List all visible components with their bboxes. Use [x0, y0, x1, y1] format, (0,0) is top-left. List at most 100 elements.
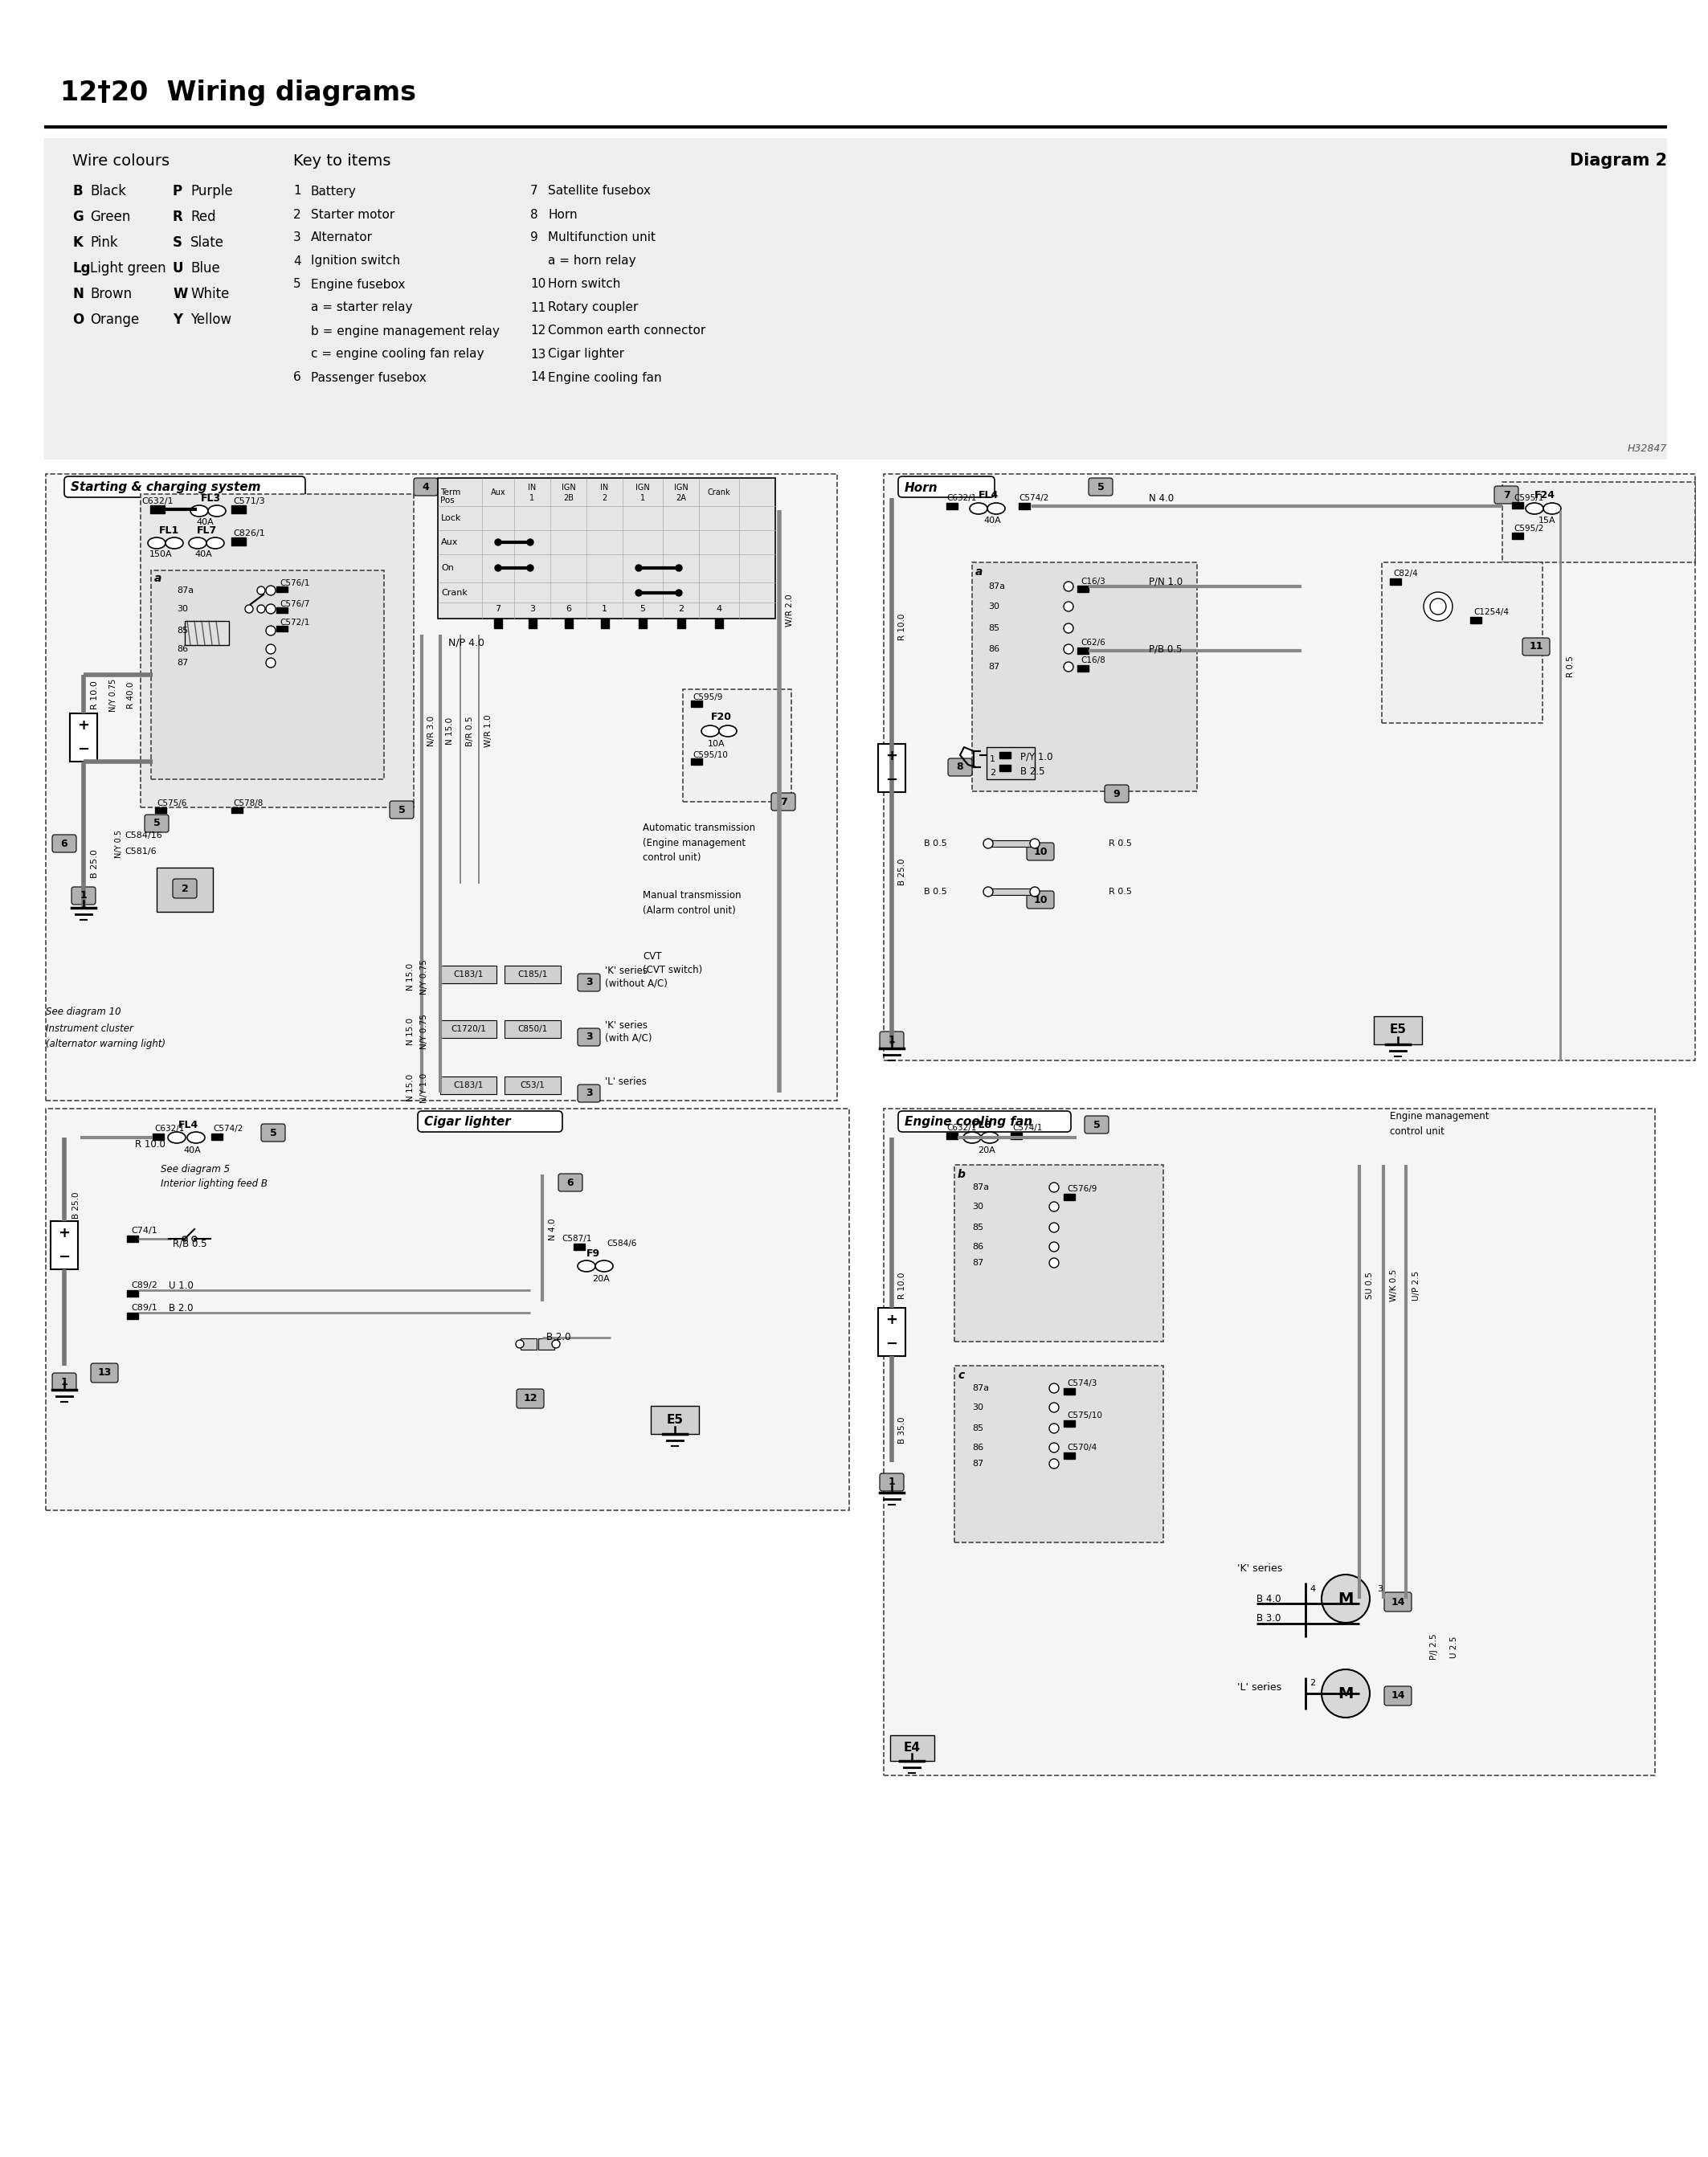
Text: 85: 85 — [989, 623, 999, 632]
Ellipse shape — [963, 1132, 980, 1143]
Text: 150A: 150A — [149, 550, 173, 559]
Text: Light green: Light green — [91, 261, 166, 276]
Bar — [1064, 1452, 1074, 1458]
Bar — [883, 475, 1694, 1061]
Bar — [955, 1165, 1163, 1342]
Text: 2A: 2A — [676, 494, 687, 503]
Circle shape — [1049, 1182, 1059, 1193]
Text: FL8: FL8 — [972, 1119, 992, 1130]
Bar — [878, 744, 905, 792]
Bar — [212, 1135, 222, 1139]
Text: Engine cooling fan: Engine cooling fan — [905, 1117, 1032, 1128]
Text: H32847: H32847 — [1628, 442, 1667, 453]
Circle shape — [1064, 602, 1073, 610]
Bar — [651, 1406, 699, 1434]
Text: Slate: Slate — [190, 235, 224, 250]
Text: 13: 13 — [529, 347, 547, 360]
Text: −: − — [58, 1251, 70, 1264]
Text: −: − — [77, 742, 89, 757]
Ellipse shape — [190, 505, 208, 516]
Text: 87: 87 — [176, 658, 188, 667]
Text: U: U — [173, 261, 183, 276]
Bar — [441, 966, 497, 984]
FancyBboxPatch shape — [418, 1111, 562, 1132]
FancyBboxPatch shape — [898, 1111, 1071, 1132]
Ellipse shape — [188, 1132, 205, 1143]
Text: FL4: FL4 — [979, 490, 999, 500]
Text: 85: 85 — [176, 628, 188, 634]
Text: −: − — [886, 1337, 898, 1350]
Text: 12: 12 — [529, 326, 545, 336]
Circle shape — [1049, 1383, 1059, 1393]
Text: C578/8: C578/8 — [232, 800, 263, 807]
Circle shape — [676, 589, 681, 595]
Text: U 2.5: U 2.5 — [1450, 1635, 1459, 1659]
Bar — [716, 619, 722, 628]
Ellipse shape — [208, 505, 225, 516]
Text: See diagram 5: See diagram 5 — [161, 1163, 231, 1173]
Text: (Engine management: (Engine management — [642, 839, 746, 848]
Text: See diagram 10: See diagram 10 — [46, 1007, 121, 1018]
FancyBboxPatch shape — [1088, 479, 1112, 496]
Text: E4: E4 — [904, 1743, 921, 1754]
Text: 8: 8 — [529, 209, 538, 220]
Text: B 25.0: B 25.0 — [72, 1191, 80, 1219]
Bar — [277, 626, 287, 632]
Bar — [140, 494, 413, 807]
Text: IGN: IGN — [562, 483, 576, 492]
Bar — [1382, 563, 1542, 723]
Text: B 25.0: B 25.0 — [898, 858, 907, 884]
Text: C570/4: C570/4 — [1068, 1443, 1097, 1452]
Text: On: On — [441, 563, 454, 572]
Text: Battery: Battery — [311, 186, 357, 196]
Text: P/B 0.5: P/B 0.5 — [1149, 645, 1182, 654]
Text: Satellite fusebox: Satellite fusebox — [548, 186, 651, 196]
Text: R 10.0: R 10.0 — [91, 679, 99, 710]
Text: Lock: Lock — [441, 513, 461, 522]
Bar — [441, 1020, 497, 1038]
FancyBboxPatch shape — [577, 973, 600, 992]
Text: 13: 13 — [97, 1368, 111, 1378]
FancyBboxPatch shape — [1494, 485, 1518, 505]
Text: 1: 1 — [640, 494, 646, 503]
Text: b = engine management relay: b = engine management relay — [311, 326, 500, 336]
Text: Rotary coupler: Rotary coupler — [548, 302, 639, 313]
Bar — [538, 1337, 555, 1350]
Text: C16/8: C16/8 — [1081, 656, 1105, 664]
Text: 1: 1 — [601, 604, 608, 613]
Bar — [946, 503, 958, 509]
Circle shape — [1049, 1201, 1059, 1212]
Text: 'K' series: 'K' series — [605, 1020, 647, 1031]
Text: C62/6: C62/6 — [1081, 638, 1105, 647]
Bar — [441, 1076, 497, 1094]
Bar — [574, 1245, 584, 1251]
Text: a: a — [154, 574, 162, 585]
Text: Crank: Crank — [707, 487, 731, 496]
Circle shape — [266, 645, 275, 654]
Text: 1: 1 — [888, 1478, 895, 1488]
Text: B 35.0: B 35.0 — [898, 1417, 907, 1443]
Text: 14: 14 — [1390, 1596, 1406, 1607]
Text: 5: 5 — [1093, 1119, 1100, 1130]
Text: 3: 3 — [294, 231, 301, 244]
Text: c = engine cooling fan relay: c = engine cooling fan relay — [311, 347, 483, 360]
Circle shape — [1423, 591, 1452, 621]
Text: B 0.5: B 0.5 — [924, 889, 946, 895]
Ellipse shape — [207, 537, 224, 548]
Text: W/R 2.0: W/R 2.0 — [786, 593, 794, 628]
Text: 87a: 87a — [989, 582, 1004, 591]
Circle shape — [1064, 645, 1073, 654]
Text: 3: 3 — [1377, 1585, 1383, 1594]
Circle shape — [676, 565, 681, 572]
Text: 9: 9 — [529, 231, 538, 244]
Text: R 10.0: R 10.0 — [135, 1139, 166, 1150]
Ellipse shape — [596, 1260, 613, 1273]
Circle shape — [528, 539, 533, 546]
Text: C53/1: C53/1 — [521, 1081, 545, 1089]
Bar — [231, 505, 246, 513]
Text: (alternator warning light): (alternator warning light) — [46, 1040, 166, 1050]
Text: 3: 3 — [586, 1031, 593, 1042]
Text: C584/6: C584/6 — [606, 1240, 637, 1247]
Ellipse shape — [970, 503, 987, 513]
Circle shape — [552, 1339, 560, 1348]
